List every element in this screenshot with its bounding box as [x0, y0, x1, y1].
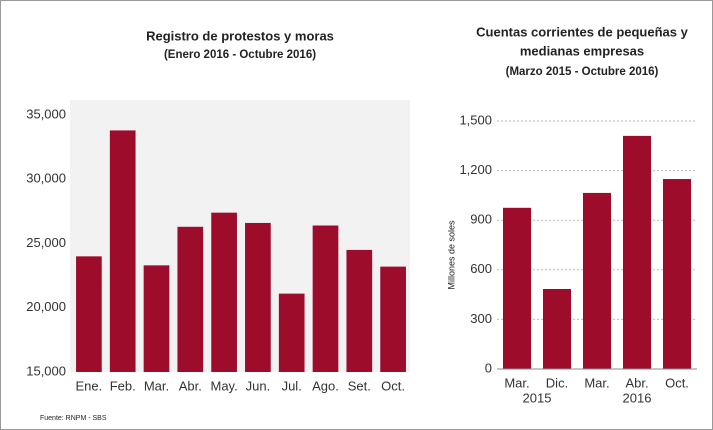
x-tick-label: Abr.	[625, 375, 648, 390]
x-tick-label: Abr.	[179, 378, 202, 393]
x-tick-label: Mar.	[584, 375, 609, 390]
chart-title: Cuentas corrientes de pequeñas y	[476, 24, 688, 39]
bar	[109, 130, 136, 372]
source: Fuente: RNPM - SBS	[40, 415, 107, 422]
bar	[278, 293, 305, 372]
bar	[245, 222, 271, 372]
y-tick-label: 900	[470, 212, 492, 227]
bar	[663, 179, 691, 369]
y-tick-label: 0	[485, 360, 492, 375]
x-tick-label: Mar.	[504, 375, 529, 390]
bar	[177, 226, 204, 372]
x-tick-label: Ago.	[312, 378, 339, 393]
y-tick-label: 600	[470, 261, 492, 276]
bar	[312, 225, 339, 372]
bar	[211, 212, 237, 372]
x-tick-label: May.	[210, 378, 237, 393]
x-tick-label: Ene.	[76, 378, 103, 393]
x-tick-label: Jul.	[282, 378, 302, 393]
chart-subtitle: (Marzo 2015 - Octubre 2016)	[506, 66, 659, 78]
bar	[583, 192, 611, 369]
x-tick-label: Feb.	[110, 378, 136, 393]
bar	[76, 256, 102, 372]
y-tick-label: 1,200	[459, 162, 492, 177]
bar	[143, 265, 170, 372]
year-label: 2016	[623, 390, 652, 405]
x-tick-label: Jun.	[246, 378, 271, 393]
x-tick-label: Oct.	[381, 378, 405, 393]
x-tick-label: Set.	[348, 378, 371, 393]
y-tick-label: 15,000	[26, 363, 66, 378]
y-tick-label: 25,000	[26, 235, 66, 250]
y-tick-label: 20,000	[26, 299, 66, 314]
bar	[543, 288, 571, 369]
y-axis-label: Millones de soles	[446, 220, 456, 290]
chart-title: Registro de protestos y moras	[146, 28, 334, 43]
bar	[503, 207, 531, 369]
x-tick-label: Mar.	[144, 378, 169, 393]
y-tick-label: 35,000	[26, 106, 66, 121]
y-tick-label: 1,500	[459, 112, 492, 127]
year-label: 2015	[523, 390, 552, 405]
chart-subtitle: (Enero 2016 - Octubre 2016)	[164, 49, 316, 61]
y-tick-label: 30,000	[26, 171, 66, 186]
bar	[346, 249, 373, 372]
bar	[380, 266, 406, 372]
x-tick-label: Dic.	[546, 375, 568, 390]
y-tick-label: 300	[470, 311, 492, 326]
bar	[623, 135, 651, 369]
chart-title: medianas empresas	[520, 43, 644, 58]
x-tick-label: Oct.	[665, 375, 689, 390]
